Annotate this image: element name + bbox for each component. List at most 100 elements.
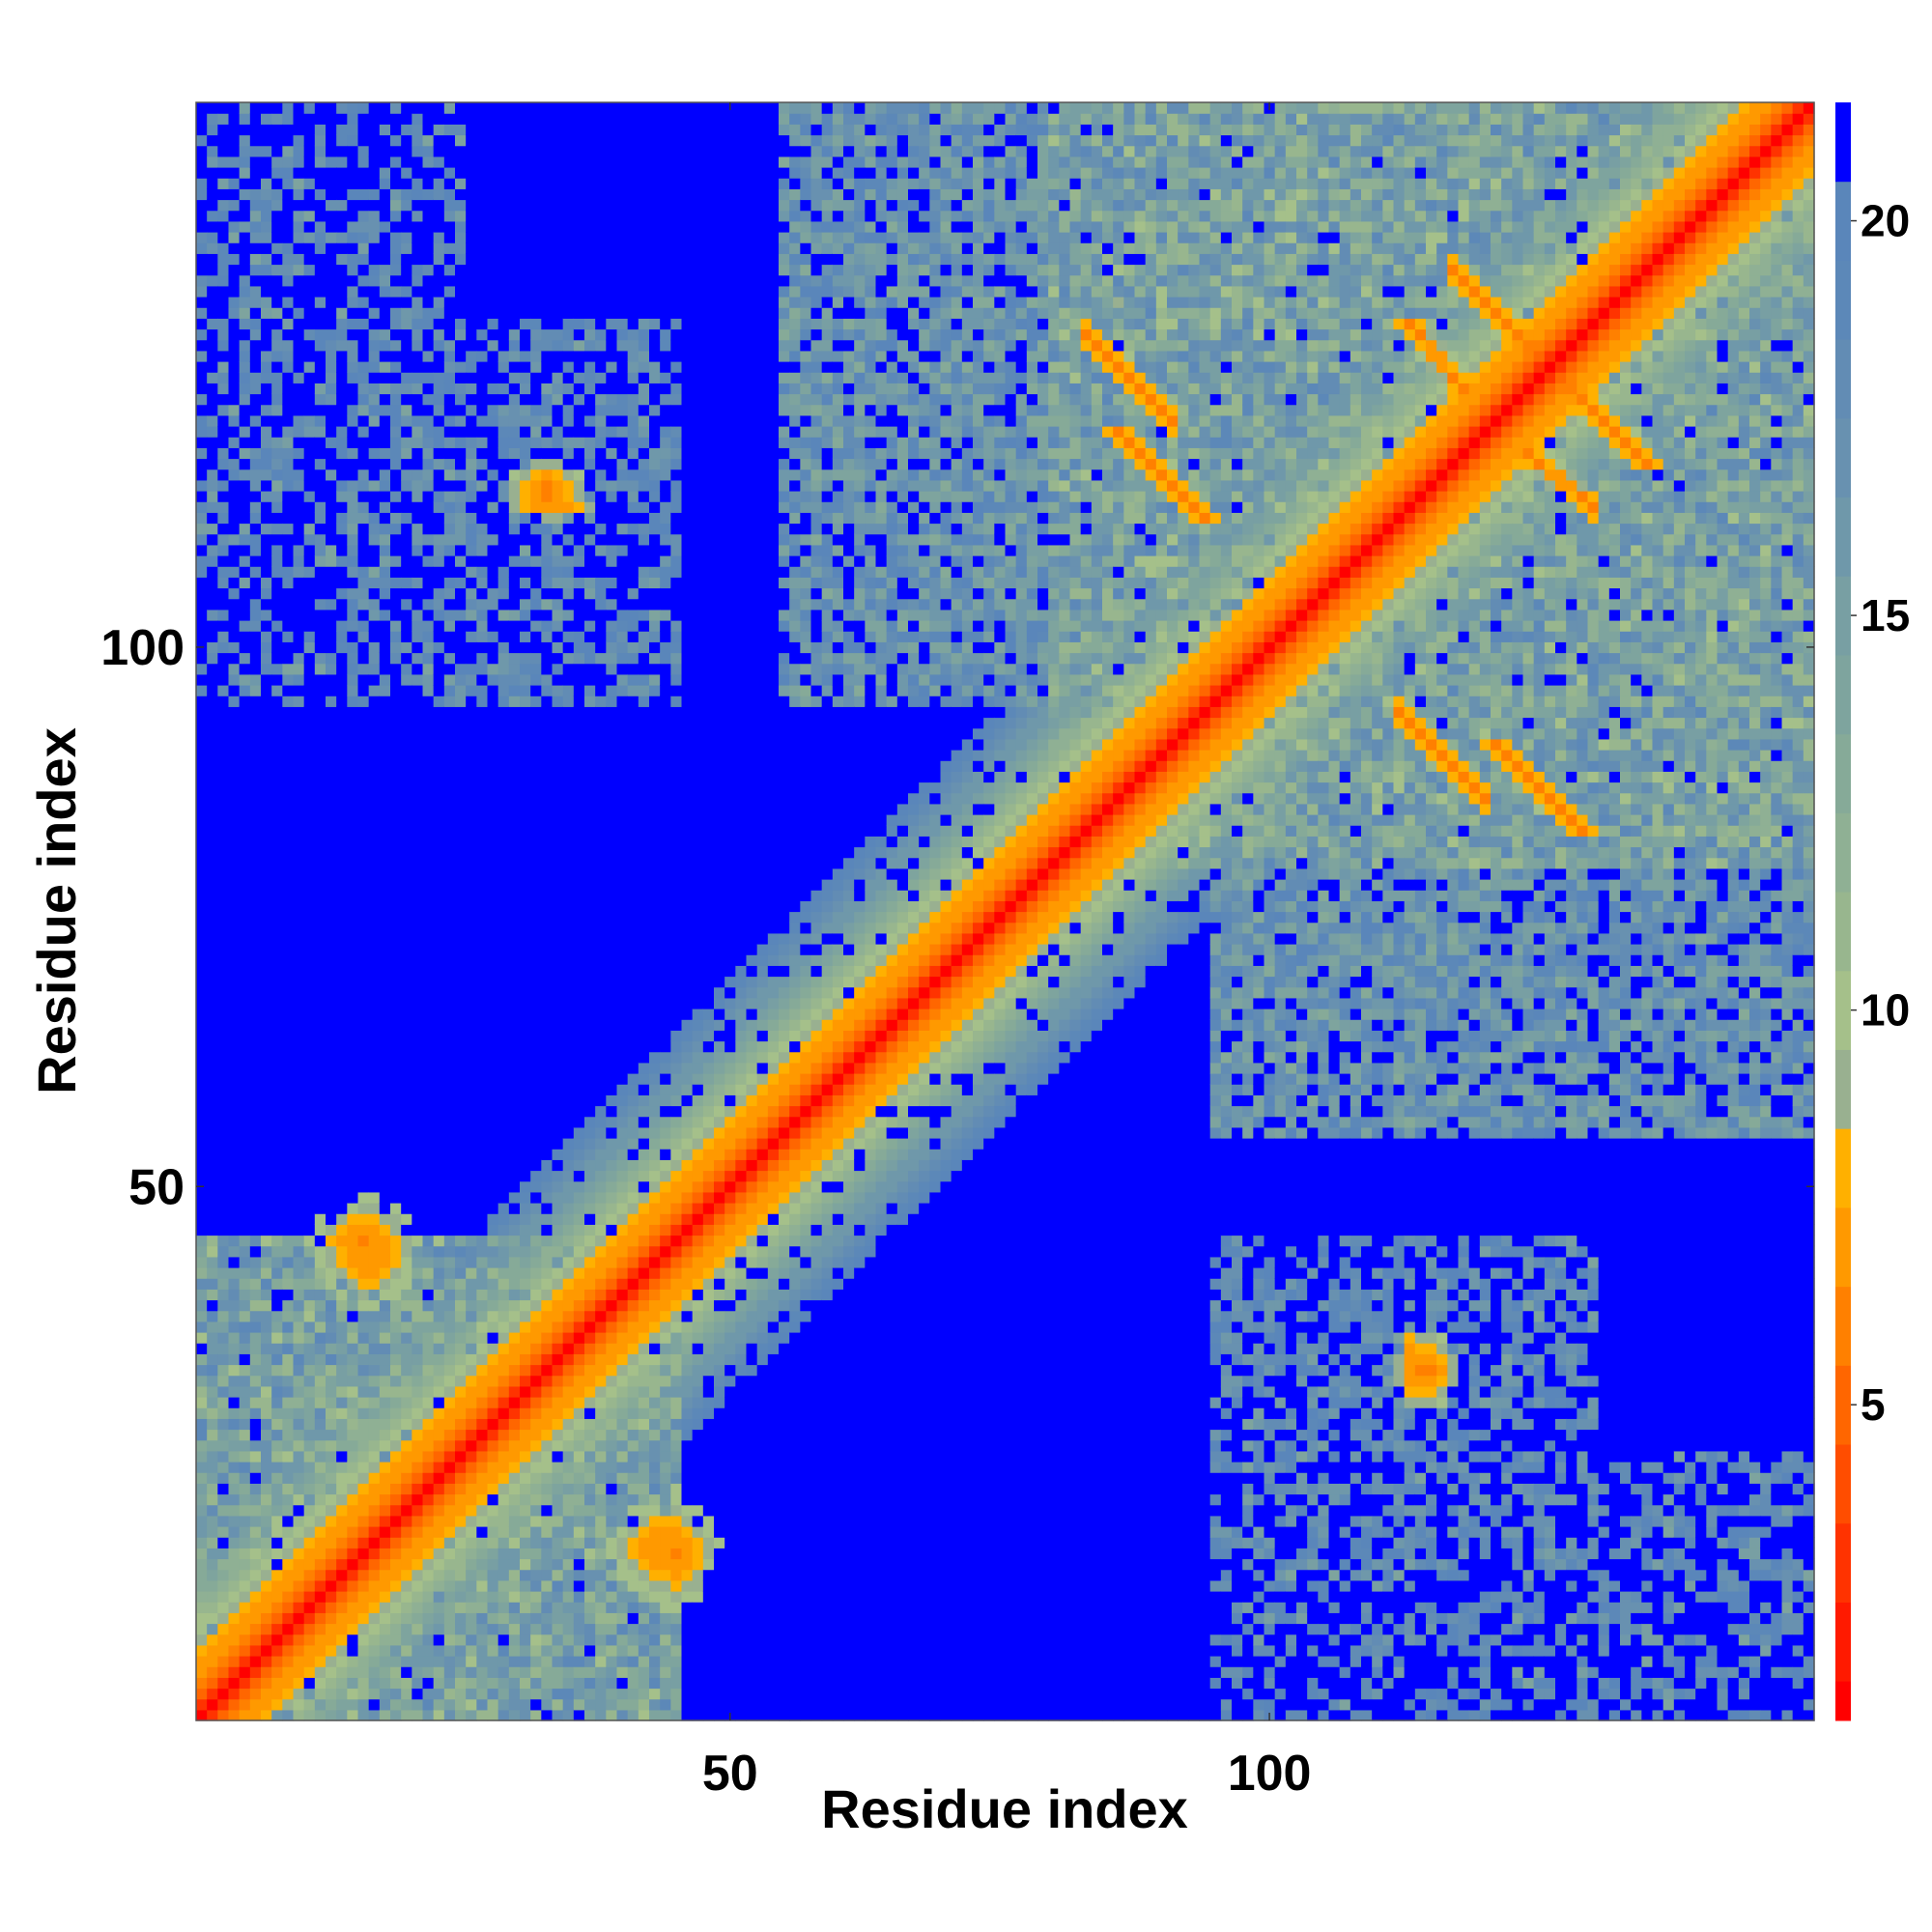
heatmap-cell — [455, 1558, 467, 1571]
heatmap-cell — [412, 663, 424, 675]
heatmap-cell — [443, 447, 456, 460]
heatmap-cell — [530, 220, 542, 233]
heatmap-cell — [379, 1203, 391, 1214]
heatmap-cell — [282, 199, 295, 212]
heatmap-cell — [443, 285, 456, 298]
heatmap-cell — [368, 372, 381, 384]
heatmap-cell — [379, 220, 391, 233]
heatmap-cell — [433, 1612, 445, 1625]
heatmap-cell — [347, 339, 359, 352]
heatmap-cell — [303, 577, 316, 589]
heatmap-cell — [401, 1579, 412, 1592]
heatmap-cell — [487, 792, 499, 805]
heatmap-cell — [487, 328, 499, 341]
heatmap-cell — [293, 1472, 305, 1484]
heatmap-cell — [508, 1472, 521, 1484]
heatmap-cell — [282, 1062, 295, 1074]
heatmap-cell — [217, 145, 230, 157]
heatmap-cell — [520, 803, 531, 815]
heatmap-cell — [541, 393, 554, 406]
heatmap-cell — [282, 1397, 295, 1408]
heatmap-cell — [207, 1299, 218, 1312]
heatmap-cell — [368, 232, 381, 243]
heatmap-cell — [207, 1332, 218, 1344]
heatmap-cell — [443, 1278, 456, 1290]
heatmap-cell — [466, 1591, 477, 1603]
heatmap-cell — [379, 372, 391, 384]
heatmap-cell — [520, 1105, 531, 1118]
heatmap-cell — [379, 199, 391, 212]
heatmap-cell — [466, 458, 477, 470]
heatmap-cell — [390, 307, 402, 319]
heatmap-cell — [466, 976, 477, 988]
heatmap-cell — [282, 1462, 295, 1473]
heatmap-cell — [326, 760, 337, 772]
heatmap-cell — [401, 986, 412, 999]
heatmap-cell — [217, 1364, 230, 1377]
heatmap-cell — [217, 134, 230, 147]
heatmap-cell — [497, 781, 510, 794]
heatmap-cell — [336, 232, 348, 243]
heatmap-cell — [336, 846, 348, 859]
heatmap-cell — [508, 1526, 521, 1538]
heatmap-cell — [228, 631, 241, 642]
heatmap-cell — [443, 954, 456, 966]
heatmap-cell — [541, 1537, 554, 1548]
heatmap-cell — [497, 696, 510, 707]
heatmap-cell — [261, 1116, 272, 1128]
heatmap-cell — [357, 188, 370, 201]
heatmap-cell — [239, 328, 251, 341]
heatmap-cell — [390, 414, 402, 427]
heatmap-cell — [271, 1245, 283, 1258]
heatmap-cell — [508, 1180, 521, 1193]
heatmap-cell — [207, 242, 218, 254]
heatmap-cell — [412, 393, 424, 406]
heatmap-cell — [271, 1591, 283, 1603]
heatmap-cell — [497, 1429, 510, 1441]
heatmap-cell — [282, 372, 295, 384]
heatmap-cell — [368, 1203, 381, 1214]
heatmap-cell — [347, 652, 359, 665]
heatmap-cell — [261, 803, 272, 815]
heatmap-cell — [530, 383, 542, 395]
heatmap-cell — [422, 1278, 435, 1290]
heatmap-cell — [443, 1688, 456, 1700]
heatmap-cell — [541, 867, 554, 880]
heatmap-cell — [293, 491, 305, 502]
heatmap-cell — [476, 1299, 489, 1312]
heatmap-cell — [336, 307, 348, 319]
heatmap-cell — [530, 1462, 542, 1473]
heatmap-cell — [196, 1569, 208, 1581]
heatmap-cell — [487, 1558, 499, 1571]
heatmap-cell — [357, 1493, 370, 1506]
heatmap-cell — [196, 285, 208, 298]
heatmap-cell — [508, 760, 521, 772]
heatmap-cell — [336, 1623, 348, 1635]
heatmap-cell — [217, 523, 230, 535]
heatmap-cell — [390, 727, 402, 740]
heatmap-cell — [271, 1504, 283, 1517]
heatmap-cell — [347, 1256, 359, 1268]
heatmap-cell — [336, 1375, 348, 1387]
heatmap-cell — [239, 879, 251, 891]
heatmap-cell — [217, 1030, 230, 1042]
heatmap-cell — [476, 814, 489, 826]
heatmap-cell — [455, 922, 467, 934]
heatmap-cell — [249, 631, 262, 642]
heatmap-cell — [336, 685, 348, 696]
heatmap-cell — [217, 1213, 230, 1225]
heatmap-cell — [368, 1235, 381, 1247]
heatmap-cell — [326, 1698, 337, 1711]
heatmap-cell — [455, 156, 467, 168]
heatmap-cell — [271, 1612, 283, 1625]
heatmap-cell — [207, 1094, 218, 1107]
heatmap-cell — [357, 1462, 370, 1473]
heatmap-cell — [271, 1105, 283, 1118]
heatmap-cell — [207, 696, 218, 707]
heatmap-cell — [422, 631, 435, 642]
heatmap-cell — [228, 479, 241, 492]
heatmap-cell — [314, 1353, 327, 1366]
heatmap-cell — [433, 717, 445, 729]
heatmap-cell — [336, 976, 348, 988]
heatmap-cell — [326, 1278, 337, 1290]
